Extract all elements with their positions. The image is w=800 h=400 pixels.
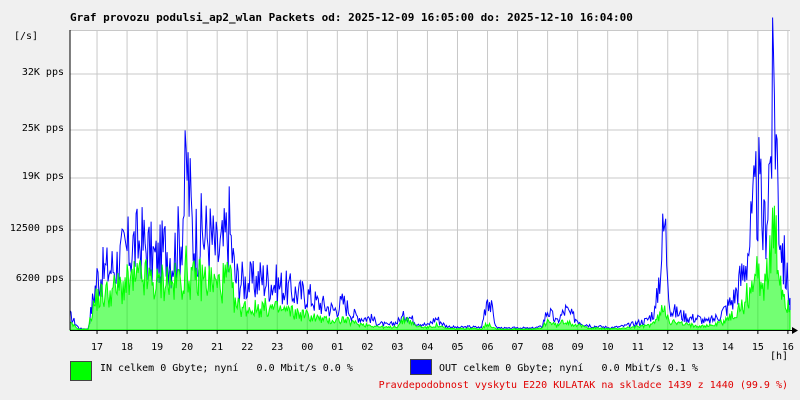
y-tick-label: 19K pps	[21, 171, 64, 182]
y-tick-label: 6200 pps	[15, 273, 64, 285]
x-axis-arrow	[792, 327, 798, 334]
x-tick-label: 19	[151, 342, 164, 353]
x-tick-label: 09	[571, 342, 584, 353]
x-tick-label: 16	[781, 342, 794, 353]
y-tick-label: 25K pps	[21, 123, 64, 134]
legend-out-text: OUT celkem 0 Gbyte; nyní 0.0 Mbit/s 0.1 …	[439, 363, 698, 374]
probability-footnote: Pravdepodobnost vyskytu E220 KULATAK na …	[378, 380, 788, 391]
x-tick-label: 06	[481, 342, 494, 353]
x-tick-label: 01	[331, 342, 344, 353]
x-tick-label: 13	[691, 342, 704, 353]
x-tick-label: 05	[451, 342, 464, 353]
x-tick-label: 21	[211, 342, 224, 353]
legend-out-swatch	[410, 359, 432, 375]
x-tick-label: 08	[541, 342, 554, 353]
x-tick-label: 10	[601, 342, 614, 353]
y-tick-label: 12500 pps	[9, 223, 64, 234]
series-out-line	[69, 17, 791, 331]
x-tick-label: 02	[361, 342, 374, 353]
legend-in-swatch	[70, 361, 92, 381]
x-tick-label: 17	[91, 342, 104, 353]
x-tick-label: 18	[121, 342, 134, 353]
x-tick-label: 12	[661, 342, 674, 353]
x-tick-label: 14	[721, 342, 734, 353]
x-tick-label: 23	[271, 342, 284, 353]
x-tick-label: 03	[391, 342, 404, 353]
y-tick-label: 32K pps	[21, 67, 64, 78]
x-tick-label: 11	[631, 342, 644, 353]
x-tick-label: 04	[421, 342, 434, 353]
series-in-line	[69, 205, 791, 331]
y-axis-unit: [/s]	[14, 31, 39, 42]
x-axis-unit: [h]	[770, 351, 789, 362]
x-tick-label: 07	[511, 342, 524, 353]
x-tick-label: 20	[181, 342, 194, 353]
legend-in-text: IN celkem 0 Gbyte; nyní 0.0 Mbit/s 0.0 %	[100, 363, 353, 374]
x-tick-label: 00	[301, 342, 314, 353]
x-tick-label: 15	[751, 342, 764, 353]
x-tick-label: 22	[241, 342, 254, 353]
chart-title: Graf provozu podulsi_ap2_wlan Packets od…	[70, 11, 633, 24]
